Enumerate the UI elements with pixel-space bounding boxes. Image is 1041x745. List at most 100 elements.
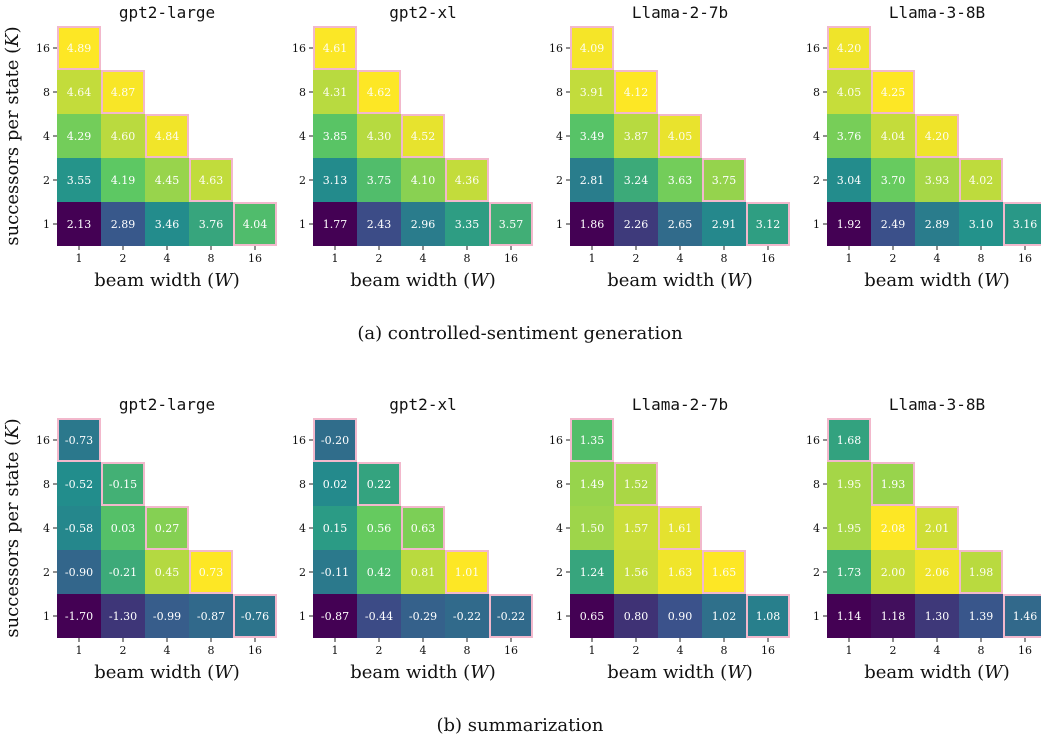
cell-value-label: 4.64 bbox=[67, 86, 92, 99]
heatmap-panel: gpt2-xl 1.77 2.43 2.96 3.35 3.57 3.13 3.75 4.10 4… bbox=[292, 3, 533, 291]
diagonal-cell-border bbox=[614, 70, 658, 114]
heatmap-cell bbox=[827, 158, 871, 202]
y-tick-label: 1 bbox=[299, 218, 306, 231]
diagonal-cell-border bbox=[827, 418, 871, 462]
heatmap-cell bbox=[101, 202, 145, 246]
heatmap-cell bbox=[959, 550, 1003, 594]
heatmap-cell bbox=[357, 462, 401, 506]
heatmap-cell bbox=[313, 70, 357, 114]
cell-value-label: -0.76 bbox=[241, 610, 269, 623]
x-tick-label: 16 bbox=[248, 252, 262, 265]
cell-value-label: 1.35 bbox=[580, 434, 605, 447]
y-tick-label: 1 bbox=[43, 610, 50, 623]
y-axis-label-suffix: ) bbox=[2, 26, 23, 33]
cell-value-label: 1.14 bbox=[837, 610, 862, 623]
heatmap-cell bbox=[189, 202, 233, 246]
heatmap-cell bbox=[614, 114, 658, 158]
heatmap-cell bbox=[871, 550, 915, 594]
cell-value-label: 1.68 bbox=[837, 434, 862, 447]
diagonal-cell-border bbox=[445, 550, 489, 594]
heatmap-cell bbox=[57, 594, 101, 638]
heatmap-cell bbox=[827, 550, 871, 594]
y-tick-label: 4 bbox=[556, 130, 563, 143]
heatmap-cell bbox=[145, 550, 189, 594]
panel-title: Llama-3-8B bbox=[889, 395, 985, 414]
heatmap-cell bbox=[313, 26, 357, 70]
x-tick-label: 16 bbox=[1018, 644, 1032, 657]
cell-value-label: 4.30 bbox=[367, 130, 392, 143]
cell-value-label: 3.93 bbox=[925, 174, 950, 187]
heatmap-cell bbox=[101, 70, 145, 114]
cell-value-label: 2.06 bbox=[925, 566, 950, 579]
heatmap-cell bbox=[746, 594, 790, 638]
y-tick-label: 2 bbox=[813, 566, 820, 579]
y-axis-label-prefix: successors per state ( bbox=[2, 47, 23, 246]
heatmap-group-summarization: successors per state (K) gpt2-large -1.70 -… bbox=[2, 395, 1041, 736]
x-tick-label: 2 bbox=[633, 644, 640, 657]
y-tick-label: 4 bbox=[813, 522, 820, 535]
heatmap-cell bbox=[57, 462, 101, 506]
cell-value-label: 3.57 bbox=[499, 218, 524, 231]
y-tick-label: 4 bbox=[299, 130, 306, 143]
diagonal-cell-border bbox=[489, 594, 533, 638]
x-axis-label-suffix: ) bbox=[489, 270, 496, 291]
diagonal-cell-border bbox=[357, 462, 401, 506]
cell-value-label: 0.63 bbox=[411, 522, 436, 535]
heatmap-cell bbox=[189, 594, 233, 638]
panel-title: Llama-2-7b bbox=[632, 3, 728, 22]
heatmap-cell bbox=[614, 506, 658, 550]
cell-value-label: 4.19 bbox=[111, 174, 136, 187]
cell-value-label: 2.13 bbox=[67, 218, 92, 231]
diagonal-cell-border bbox=[702, 550, 746, 594]
heatmap-cell bbox=[570, 462, 614, 506]
heatmap-cell bbox=[614, 158, 658, 202]
x-tick-label: 1 bbox=[589, 644, 596, 657]
subfigure-caption: (b) summarization bbox=[437, 715, 604, 736]
x-axis-label: beam width (W) bbox=[864, 270, 1010, 291]
cell-value-label: 0.80 bbox=[624, 610, 649, 623]
heatmap-cell bbox=[570, 26, 614, 70]
x-tick-label: 1 bbox=[76, 252, 83, 265]
x-tick-label: 2 bbox=[890, 252, 897, 265]
x-axis-label-prefix: beam width ( bbox=[350, 662, 470, 683]
cell-value-label: 1.01 bbox=[455, 566, 480, 579]
diagonal-cell-border bbox=[233, 594, 277, 638]
cell-value-label: 2.26 bbox=[624, 218, 649, 231]
heatmap-cell bbox=[570, 506, 614, 550]
cell-value-label: 1.56 bbox=[624, 566, 649, 579]
y-tick-label: 8 bbox=[813, 86, 820, 99]
cell-value-label: -0.20 bbox=[321, 434, 349, 447]
x-tick-label: 4 bbox=[420, 644, 427, 657]
heatmap-panel: Llama-2-7b 0.65 0.80 0.90 1.02 1.08 1.24 1.56 1.… bbox=[549, 395, 790, 683]
x-tick-label: 16 bbox=[1018, 252, 1032, 265]
x-axis-label-variable: W bbox=[470, 270, 490, 291]
x-tick-label: 2 bbox=[376, 644, 383, 657]
y-axis-label-variable: K bbox=[2, 32, 23, 48]
y-tick-label: 16 bbox=[549, 42, 563, 55]
heatmap-cell bbox=[658, 506, 702, 550]
heatmap-cell bbox=[658, 594, 702, 638]
x-axis-label-variable: W bbox=[727, 270, 747, 291]
x-axis-label-prefix: beam width ( bbox=[350, 270, 470, 291]
heatmap-cell bbox=[445, 202, 489, 246]
cell-value-label: 0.90 bbox=[668, 610, 693, 623]
diagonal-cell-border bbox=[445, 158, 489, 202]
x-axis-label-suffix: ) bbox=[489, 662, 496, 683]
cell-value-label: 1.50 bbox=[580, 522, 605, 535]
x-tick-label: 2 bbox=[120, 252, 127, 265]
cell-value-label: 1.39 bbox=[969, 610, 994, 623]
y-tick-label: 16 bbox=[806, 42, 820, 55]
cell-value-label: 3.75 bbox=[367, 174, 392, 187]
y-tick-label: 2 bbox=[556, 566, 563, 579]
cell-value-label: 2.89 bbox=[925, 218, 950, 231]
heatmap-cell bbox=[746, 202, 790, 246]
cell-value-label: 1.30 bbox=[925, 610, 950, 623]
heatmap-cell bbox=[357, 594, 401, 638]
cell-value-label: 3.76 bbox=[199, 218, 224, 231]
panel-title: Llama-3-8B bbox=[889, 3, 985, 22]
x-tick-label: 1 bbox=[332, 644, 339, 657]
cell-value-label: 1.63 bbox=[668, 566, 693, 579]
diagonal-cell-border bbox=[401, 506, 445, 550]
